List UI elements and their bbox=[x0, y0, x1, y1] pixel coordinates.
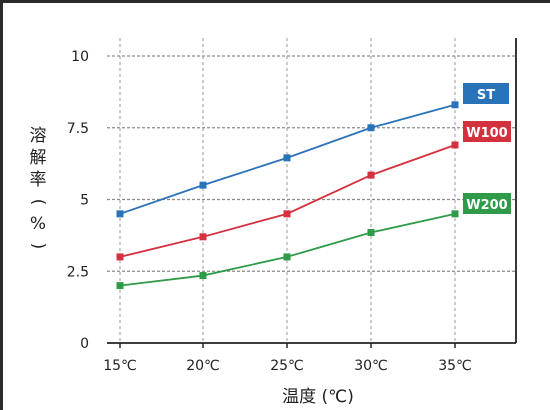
data-point bbox=[199, 272, 207, 280]
data-point bbox=[451, 101, 459, 109]
y-axis-title-char: ) bbox=[28, 243, 48, 250]
y-tick-label: 5 bbox=[80, 193, 89, 209]
series-w100 bbox=[116, 141, 459, 261]
y-axis-title-char: % bbox=[30, 214, 46, 234]
legend-item-w200: W200 bbox=[463, 193, 511, 214]
data-point bbox=[283, 154, 291, 162]
data-point bbox=[367, 229, 375, 237]
x-tick-labels: 15℃ 20℃ 25℃ 30℃ 35℃ bbox=[103, 358, 472, 374]
data-point bbox=[199, 181, 207, 189]
legend: ST W100 W200 bbox=[463, 83, 511, 214]
data-point bbox=[116, 210, 124, 218]
legend-label: W200 bbox=[466, 198, 507, 213]
data-point bbox=[116, 282, 124, 290]
grid-lines bbox=[107, 38, 516, 343]
y-axis-title-char: ( bbox=[28, 199, 48, 206]
series-st bbox=[116, 101, 459, 218]
y-tick-label: 7.5 bbox=[67, 121, 89, 137]
data-point bbox=[199, 233, 207, 241]
data-point bbox=[283, 253, 291, 261]
y-tick-label: 2.5 bbox=[67, 264, 89, 280]
y-tick-label: 0 bbox=[80, 336, 89, 352]
data-point bbox=[451, 141, 459, 149]
legend-badge bbox=[463, 83, 509, 104]
y-tick-label: 10 bbox=[71, 49, 89, 65]
legend-label: ST bbox=[477, 88, 495, 103]
x-tick-label: 35℃ bbox=[438, 358, 472, 374]
x-tick-label: 15℃ bbox=[103, 358, 137, 374]
legend-badge bbox=[463, 193, 511, 214]
data-point bbox=[367, 171, 375, 179]
series-w200 bbox=[116, 210, 459, 290]
y-axis-title-char: 解 bbox=[30, 148, 47, 168]
data-point bbox=[283, 210, 291, 218]
data-point bbox=[116, 253, 124, 261]
series-lines bbox=[116, 101, 459, 290]
y-axis-title-char: 率 bbox=[30, 170, 47, 190]
x-tick-label: 30℃ bbox=[354, 358, 388, 374]
y-axis-title-char: 溶 bbox=[30, 126, 47, 146]
x-axis-title: 温度 (℃) bbox=[282, 387, 354, 407]
legend-item-w100: W100 bbox=[463, 121, 511, 142]
legend-label: W100 bbox=[466, 126, 507, 141]
legend-badge bbox=[463, 121, 511, 142]
data-point bbox=[367, 124, 375, 132]
data-point bbox=[451, 210, 459, 218]
axes bbox=[107, 38, 517, 348]
x-tick-label: 20℃ bbox=[186, 358, 220, 374]
legend-item-st: ST bbox=[463, 83, 509, 104]
y-axis-title: 溶解率 (%) bbox=[28, 126, 48, 249]
y-tick-labels: 0 2.5 5 7.5 10 bbox=[67, 49, 89, 352]
x-tick-label: 25℃ bbox=[270, 358, 304, 374]
